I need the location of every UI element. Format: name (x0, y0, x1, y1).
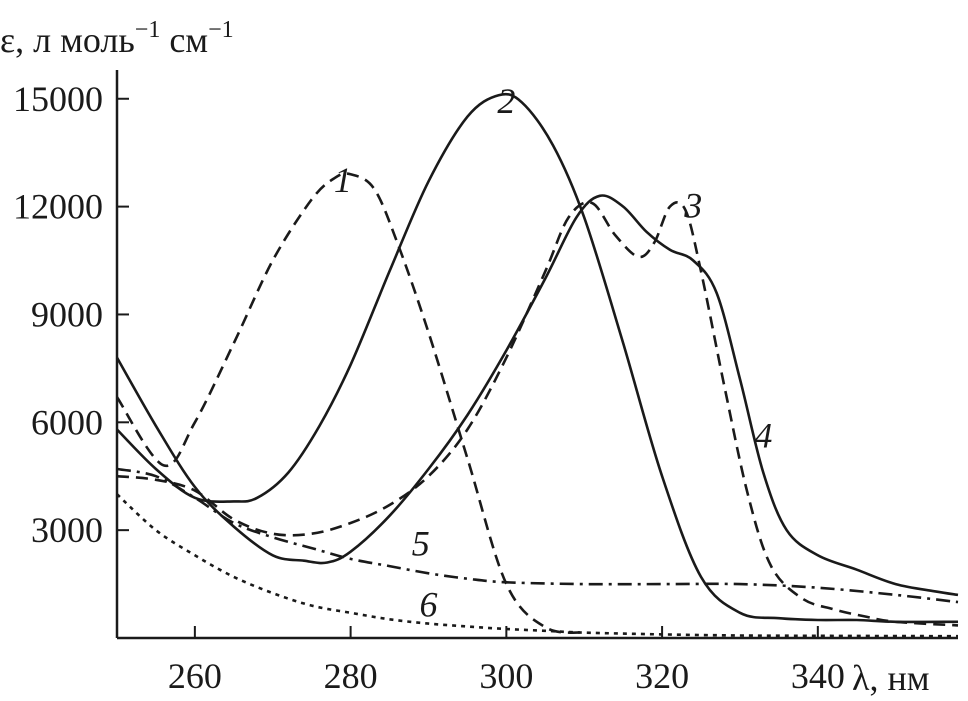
curve-label-2: 2 (497, 81, 515, 121)
x-axis-ticks: 260 280 300 320 340 (168, 626, 845, 696)
series-group (115, 92, 959, 638)
curve-label-5: 5 (412, 523, 430, 563)
y-axis-title-part2: см (160, 20, 208, 60)
y-axis-title: ε, л моль−1 см−1 (0, 17, 234, 60)
curve-label-3: 3 (683, 185, 702, 225)
series-line-2 (116, 92, 959, 624)
x-tick-label: 340 (791, 656, 845, 696)
x-tick-label: 320 (635, 656, 689, 696)
y-tick-label: 15000 (13, 79, 103, 119)
series-line-6 (116, 493, 959, 638)
curve-labels: 1 2 3 4 5 6 (334, 81, 773, 624)
series-line-4 (115, 194, 959, 597)
y-tick-label: 12000 (13, 187, 103, 227)
y-tick-label: 9000 (31, 294, 103, 334)
series-line-3 (116, 200, 959, 627)
axes (115, 70, 958, 640)
y-axis-title-sup1: −1 (135, 17, 161, 43)
y-tick-label: 6000 (31, 402, 103, 442)
curve-label-6: 6 (419, 584, 437, 624)
series-line-5 (116, 467, 959, 604)
y-axis-title-part1: ε, л моль (0, 20, 135, 60)
y-axis-title-sup2: −1 (208, 17, 234, 43)
x-tick-label: 280 (324, 656, 378, 696)
x-axis-title: λ, нм (852, 658, 930, 698)
curve-label-4: 4 (754, 415, 772, 455)
x-tick-label: 300 (479, 656, 533, 696)
curve-label-1: 1 (334, 160, 352, 200)
y-axis-ticks: 3000 6000 9000 12000 15000 (13, 79, 129, 550)
y-tick-label: 3000 (31, 510, 103, 550)
x-tick-label: 260 (168, 656, 222, 696)
series-line-1 (115, 172, 585, 634)
